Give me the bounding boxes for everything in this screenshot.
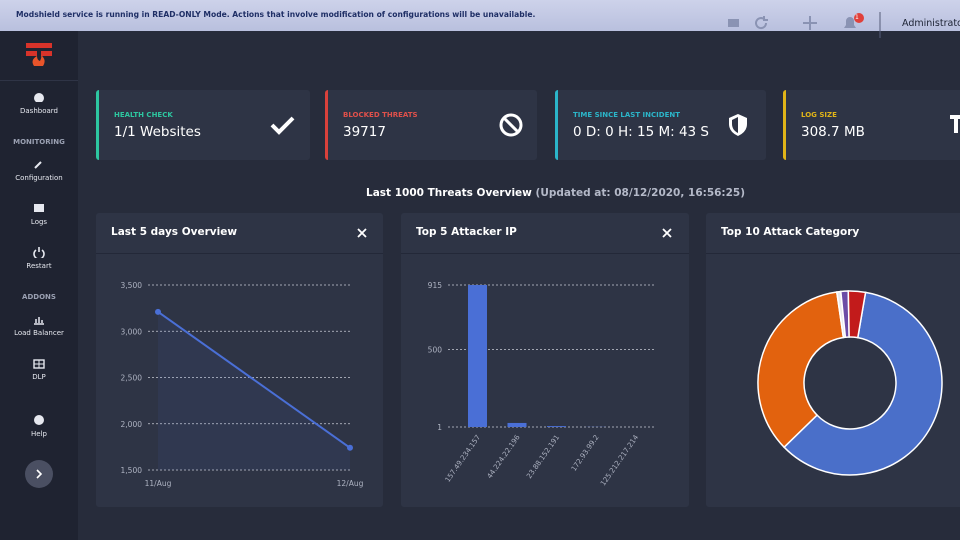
nav-item[interactable]: Configuration — [15, 174, 63, 182]
expand-button[interactable] — [24, 459, 54, 489]
refresh-icon[interactable] — [755, 16, 768, 30]
bell-icon[interactable] — [844, 17, 856, 28]
header-icons — [728, 12, 881, 38]
dashboard-icon[interactable] — [32, 92, 46, 102]
nav-item[interactable]: Help — [31, 430, 47, 438]
panel: Last 5 days Overview — [96, 213, 383, 507]
panel: Top 10 Attack Category — [706, 213, 960, 507]
overview-heading: Last 1000 Threats Overview (Updated at: … — [366, 187, 745, 199]
card: TIME SINCE LAST INCIDENT 0 D: 0 H: 15 M:… — [555, 90, 766, 160]
panel-header: Top 10 Attack Category — [706, 213, 960, 254]
nav-item[interactable]: DLP — [32, 373, 46, 381]
panel: Top 5 Attacker IP — [401, 213, 689, 507]
overview-updated: (Updated at: 08/12/2020, 16:56:25) — [535, 187, 746, 199]
nav-item[interactable]: Load Balancer — [14, 329, 64, 337]
card-value: 0 D: 0 H: 15 M: 43 S — [573, 124, 709, 140]
card-label: TIME SINCE LAST INCIDENT — [573, 111, 680, 119]
banner-text: Modshield service is running in READ-ONL… — [16, 10, 536, 19]
card-label: BLOCKED THREATS — [343, 111, 418, 119]
nav-item[interactable]: Dashboard — [20, 107, 58, 115]
overview-title: Last 1000 Threats Overview — [366, 187, 532, 199]
user-name[interactable]: Administrator — [902, 18, 960, 29]
close-button[interactable] — [357, 228, 367, 238]
nav-item[interactable]: Logs — [30, 218, 48, 226]
card: HEALTH CHECK 1/1 Websites — [96, 90, 310, 160]
nav-section: MONITORING — [13, 138, 65, 146]
card-label: HEALTH CHECK — [114, 111, 173, 119]
mail-icon[interactable] — [728, 19, 739, 27]
panel-header: Top 5 Attacker IP — [401, 213, 689, 254]
card-value: 308.7 MB — [801, 124, 865, 140]
close-button[interactable] — [662, 228, 672, 238]
card-value: 39717 — [343, 124, 386, 140]
panel-title: Top 5 Attacker IP — [416, 226, 517, 238]
card: LOG SIZE 308.7 MB — [783, 90, 960, 160]
panel-header: Last 5 days Overview — [96, 213, 383, 254]
logo — [26, 43, 52, 66]
sidebar: Dashboard MONITORING Configuration Logs … — [0, 31, 78, 540]
badge-count: 1 — [855, 14, 859, 21]
nav-item[interactable]: Restart — [26, 262, 52, 270]
nav-section: ADDONS — [22, 293, 56, 301]
card: BLOCKED THREATS 39717 — [325, 90, 537, 160]
panel-title: Last 5 days Overview — [111, 226, 238, 238]
card-label: LOG SIZE — [801, 111, 837, 119]
panel-title: Top 10 Attack Category — [721, 226, 860, 238]
move-icon[interactable] — [803, 16, 817, 30]
badge — [854, 13, 864, 23]
card-value: 1/1 Websites — [114, 124, 201, 140]
banner: Modshield service is running in READ-ONL… — [0, 0, 960, 38]
